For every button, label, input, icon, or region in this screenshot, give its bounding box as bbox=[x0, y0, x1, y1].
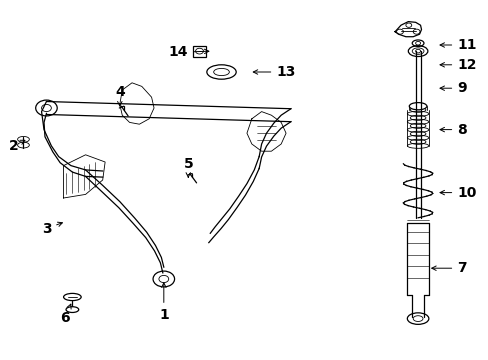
Text: 2: 2 bbox=[9, 139, 25, 153]
Text: 14: 14 bbox=[168, 45, 208, 59]
Text: 7: 7 bbox=[431, 261, 466, 275]
Text: 11: 11 bbox=[439, 38, 476, 52]
Text: 1: 1 bbox=[159, 283, 168, 322]
Text: 6: 6 bbox=[60, 304, 71, 324]
Ellipse shape bbox=[408, 103, 426, 110]
Text: 9: 9 bbox=[439, 81, 466, 95]
Text: 8: 8 bbox=[439, 123, 466, 136]
Text: 13: 13 bbox=[253, 65, 295, 79]
Text: 5: 5 bbox=[183, 157, 193, 177]
Text: 4: 4 bbox=[115, 85, 124, 106]
Text: 12: 12 bbox=[439, 58, 476, 72]
Text: 10: 10 bbox=[439, 186, 476, 199]
Text: 3: 3 bbox=[41, 222, 62, 235]
